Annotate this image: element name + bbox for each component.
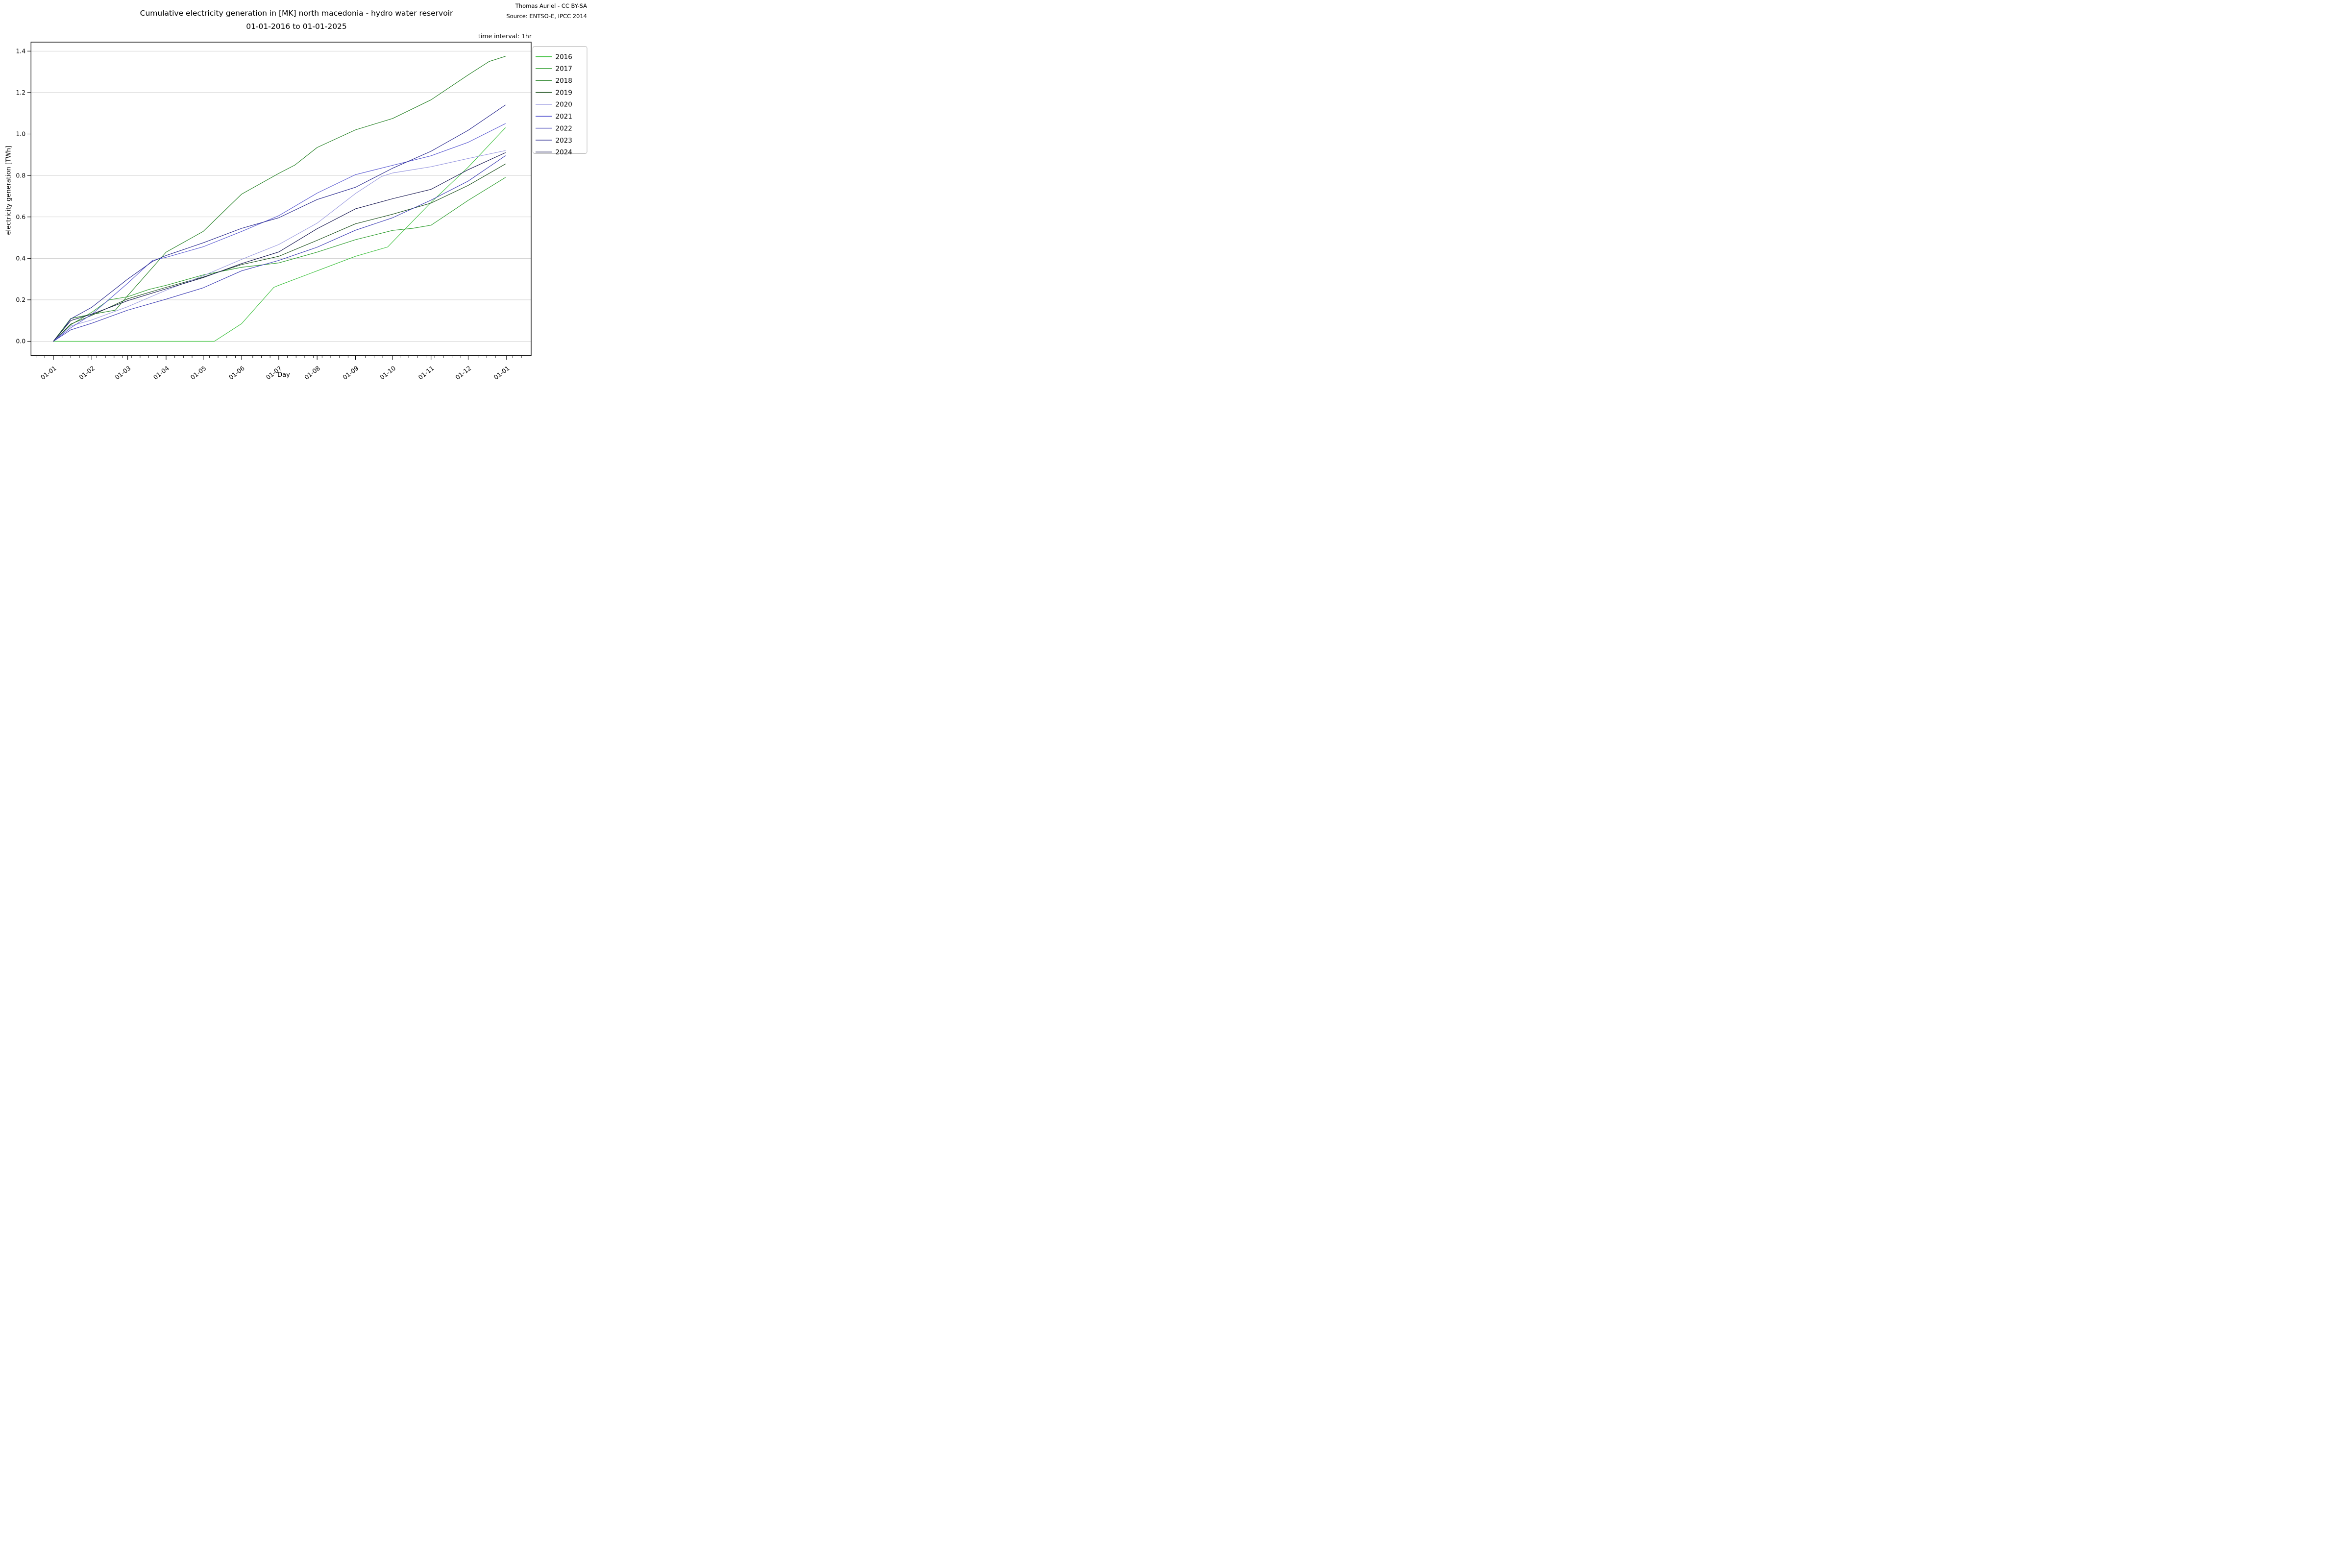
x-tick-label: 01-02 xyxy=(77,365,96,381)
x-tick-label: 01-10 xyxy=(378,365,397,381)
y-tick-label: 1.0 xyxy=(16,130,25,138)
legend-label-2024: 2024 xyxy=(556,148,572,156)
x-tick-label: 01-09 xyxy=(342,365,360,381)
chart-title-line2: 01-01-2016 to 01-01-2025 xyxy=(246,22,347,31)
x-tick-label: 01-06 xyxy=(227,365,246,381)
x-axis-label: Day xyxy=(277,371,290,379)
series-line-2023 xyxy=(53,104,506,342)
series-line-2020 xyxy=(53,150,506,342)
legend-label-2022: 2022 xyxy=(556,124,572,132)
y-tick-label: 1.4 xyxy=(16,48,25,55)
y-tick-label: 0.8 xyxy=(16,172,25,179)
chart-canvas: 0.0 0.2 0.4 0.6 0.8 1.0 1.2 1.4 01-01 01-02 01-03 0… xyxy=(16,42,588,381)
x-tick-label: 01-05 xyxy=(189,365,208,381)
legend-label-2020: 2020 xyxy=(556,101,572,109)
legend-label-2017: 2017 xyxy=(556,65,572,73)
y-tick-label: 0.6 xyxy=(16,213,25,220)
series-line-2017 xyxy=(53,177,506,342)
legend-label-2018: 2018 xyxy=(556,77,572,85)
figure: 0.0 0.2 0.4 0.6 0.8 1.0 1.2 1.4 01-01 01-02 01-03 0… xyxy=(0,0,588,392)
series-line-2019 xyxy=(53,164,506,342)
attribution-author: Thomas Auriel - CC BY-SA xyxy=(515,2,587,9)
y-tick-label: 0.4 xyxy=(16,255,25,262)
y-tick-label: 0.0 xyxy=(16,338,25,345)
attribution-source: Source: ENTSO-E, IPCC 2014 xyxy=(506,13,587,20)
x-tick-label: 01-04 xyxy=(152,365,171,381)
axes-spines xyxy=(30,42,532,356)
series-line-2021 xyxy=(53,123,506,342)
legend-label-2023: 2023 xyxy=(556,137,572,145)
x-tick-label: 01-11 xyxy=(417,365,436,381)
series-line-2024 xyxy=(53,152,506,342)
legend-label-2019: 2019 xyxy=(556,89,572,97)
y-axis-label: electricity generation [TWh] xyxy=(5,145,13,235)
x-tick-label: 01-12 xyxy=(454,365,472,381)
x-tick-label: 01-01 xyxy=(39,365,58,381)
x-tick-label: 01-03 xyxy=(114,365,132,381)
chart-title-line1: Cumulative electricity generation in [MK… xyxy=(140,9,453,18)
legend-label-2016: 2016 xyxy=(556,53,572,61)
series-line-2016 xyxy=(53,127,506,342)
chart-title: Cumulative electricity generation in [MK… xyxy=(0,7,588,33)
x-tick-label: 01-01 xyxy=(492,365,511,381)
legend-label-2021: 2021 xyxy=(556,113,572,121)
series-line-2022 xyxy=(53,155,506,342)
time-interval-annotation: time interval: 1hr xyxy=(478,32,532,40)
y-tick-label: 0.2 xyxy=(16,296,25,303)
y-tick-label: 1.2 xyxy=(16,89,25,96)
series-line-2018 xyxy=(53,56,506,342)
legend-box xyxy=(533,46,588,154)
